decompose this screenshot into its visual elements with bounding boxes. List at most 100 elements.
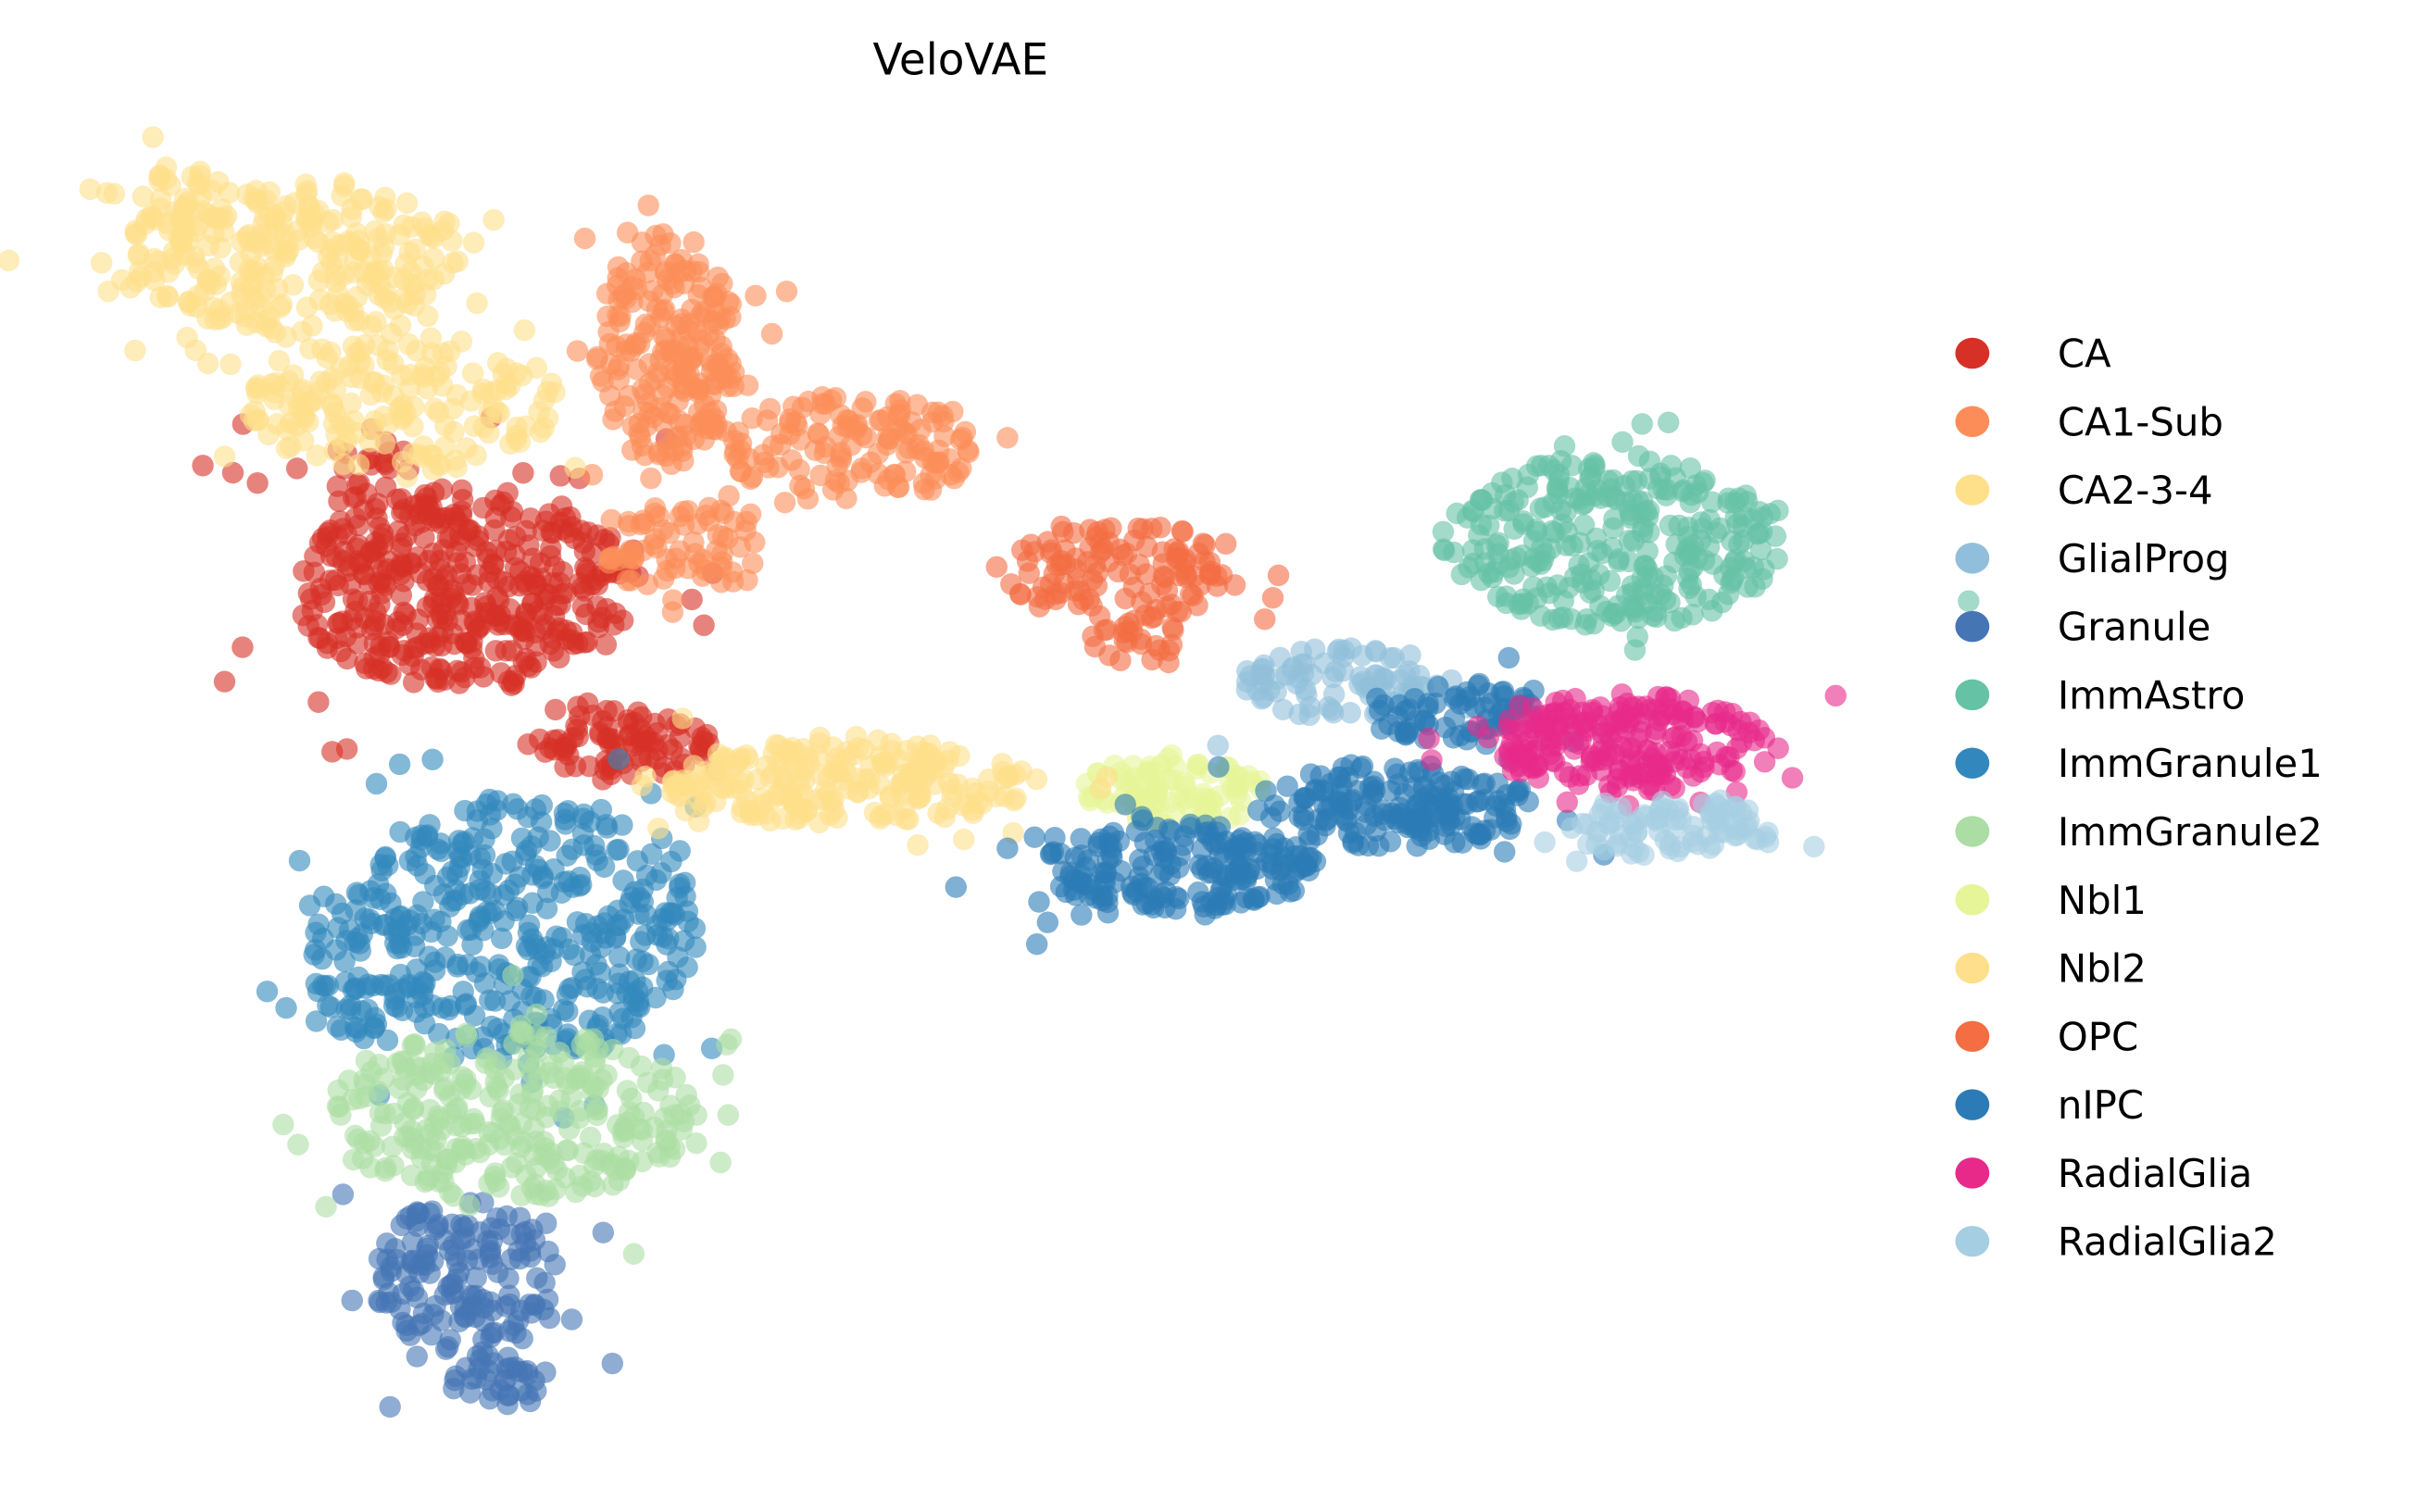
scatter-point-ca xyxy=(431,634,453,657)
scatter-point-immgranule2 xyxy=(614,1159,636,1181)
scatter-point-ca xyxy=(573,540,596,563)
scatter-point-nipc xyxy=(1413,710,1435,733)
scatter-point-glialprog xyxy=(1388,669,1411,692)
scatter-point-ca1-sub xyxy=(669,506,691,528)
scatter-point-ca2-3-4 xyxy=(219,291,242,314)
scatter-point-ca xyxy=(449,530,471,553)
scatter-point-granule xyxy=(406,1345,428,1368)
scatter-point-immgranule2 xyxy=(607,1114,629,1136)
scatter-point-ca1-sub xyxy=(789,474,811,497)
scatter-point-ca2-3-4 xyxy=(427,401,450,424)
scatter-point-immgranule1 xyxy=(491,927,513,950)
scatter-point-ca2-3-4 xyxy=(340,206,362,229)
scatter-point-immgranule2 xyxy=(432,1162,454,1184)
legend-label: GlialProg xyxy=(2058,536,2230,581)
scatter-point-nipc xyxy=(1028,891,1050,913)
scatter-point-immgranule1 xyxy=(563,943,585,967)
scatter-point-ca2-3-4 xyxy=(372,236,395,258)
scatter-point-ca1-sub xyxy=(573,227,596,250)
scatter-point-ca2-3-4 xyxy=(417,305,439,328)
scatter-point-granule xyxy=(537,1240,559,1263)
scatter-point-immgranule1 xyxy=(606,839,628,861)
scatter-point-radialglia xyxy=(1610,683,1634,706)
scatter-point-ca xyxy=(345,537,368,559)
scatter-point-ca1-sub xyxy=(786,415,808,437)
scatter-point-immastro xyxy=(1530,455,1553,477)
scatter-point-immgranule1 xyxy=(586,978,608,1000)
legend-label: ImmGranule1 xyxy=(2058,741,2323,786)
scatter-point-radialglia2 xyxy=(1709,789,1732,811)
scatter-point-immgranule2 xyxy=(459,1078,482,1101)
scatter-point-immgranule1 xyxy=(483,899,506,922)
scatter-point-granule xyxy=(372,1266,394,1288)
scatter-point-ca xyxy=(311,527,334,550)
scatter-point-ca2-3-4 xyxy=(243,409,266,432)
scatter-point-opc xyxy=(1009,583,1032,606)
scatter-point-ca1-sub xyxy=(821,479,845,501)
scatter-point-ca xyxy=(363,548,386,570)
scatter-point-immastro xyxy=(1636,565,1659,587)
scatter-point-ca xyxy=(467,530,490,552)
scatter-point-ca2-3-4 xyxy=(169,232,192,255)
scatter-point-ca2-3-4 xyxy=(395,466,419,488)
legend-item: RadialGlia xyxy=(1955,1151,2252,1196)
scatter-point-nipc xyxy=(1125,820,1148,843)
scatter-point-immastro xyxy=(1657,411,1680,433)
scatter-point-nipc xyxy=(1237,862,1259,885)
scatter-point-radialglia xyxy=(1515,712,1537,735)
scatter-point-ca xyxy=(371,656,394,680)
legend-marker xyxy=(1955,1089,1990,1120)
scatter-point-ca2-3-4 xyxy=(340,392,362,415)
scatter-point-ca2-3-4 xyxy=(303,227,326,250)
scatter-point-ca1-sub xyxy=(672,449,695,472)
scatter-point-ca xyxy=(440,587,462,610)
scatter-point-ca2-3-4 xyxy=(461,362,484,384)
scatter-point-immastro xyxy=(1751,568,1773,590)
scatter-point-immgranule2 xyxy=(622,1243,645,1265)
scatter-point-ca1-sub xyxy=(566,340,589,362)
scatter-point-ca xyxy=(387,610,409,633)
scatter-point-radialglia2 xyxy=(1729,818,1751,841)
scatter-point-ca2-3-4 xyxy=(307,269,331,292)
scatter-point-nbl1 xyxy=(1225,764,1247,787)
scatter-point-ca xyxy=(493,570,516,594)
scatter-point-ca2-3-4 xyxy=(306,444,328,467)
scatter-point-ca2-3-4 xyxy=(178,290,200,313)
legend-marker xyxy=(1955,474,1990,506)
scatter-point-immgranule2 xyxy=(582,1076,606,1098)
scatter-point-nipc xyxy=(1312,781,1334,803)
scatter-point-immgranule2 xyxy=(438,1181,461,1204)
scatter-point-radialglia xyxy=(1606,776,1629,798)
scatter-point-nipc xyxy=(1342,831,1364,855)
scatter-point-ca xyxy=(369,569,393,592)
scatter-point-ca2-3-4 xyxy=(347,454,370,476)
scatter-point-immgranule2 xyxy=(445,1138,468,1160)
scatter-point-immgranule1 xyxy=(505,899,527,922)
scatter-point-ca xyxy=(591,606,613,629)
legend-marker xyxy=(1955,884,1990,916)
scatter-point-ca2-3-4 xyxy=(131,185,155,207)
scatter-point-nipc xyxy=(1036,911,1059,933)
scatter-point-ca xyxy=(450,479,473,502)
scatter-point-nipc xyxy=(1493,841,1516,863)
scatter-point-immastro xyxy=(1678,543,1700,566)
scatter-point-immastro xyxy=(1432,520,1455,544)
scatter-point-ca xyxy=(348,472,370,494)
scatter-point-ca1-sub xyxy=(710,571,733,594)
scatter-point-granule xyxy=(592,1221,615,1243)
scatter-point-immgranule2 xyxy=(477,1134,500,1156)
scatter-point-immgranule1 xyxy=(347,883,370,906)
scatter-point-ca2-3-4 xyxy=(374,186,396,209)
scatter-point-ca xyxy=(374,453,396,476)
scatter-point-ca1-sub xyxy=(616,569,639,592)
scatter-point-opc xyxy=(1171,520,1194,543)
scatter-point-immgranule2 xyxy=(568,1106,591,1130)
scatter-point-nipc xyxy=(1380,780,1402,802)
scatter-point-immgranule2 xyxy=(620,1087,643,1110)
scatter-point-radialglia xyxy=(1592,748,1614,771)
legend-label: RadialGlia2 xyxy=(2058,1219,2277,1265)
scatter-point-immastro xyxy=(1568,554,1590,577)
scatter-point-ca xyxy=(420,495,443,519)
scatter-point-immgranule2 xyxy=(586,1098,608,1120)
scatter-point-opc xyxy=(1145,598,1168,621)
